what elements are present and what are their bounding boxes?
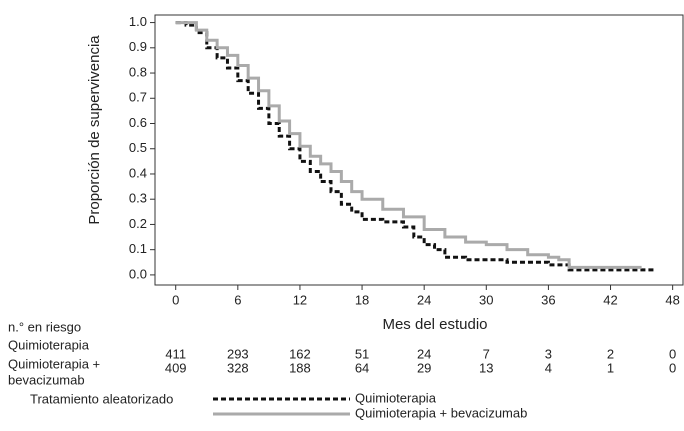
risk-value: 411 <box>165 346 186 361</box>
plot-frame <box>154 14 684 286</box>
risk-value: 0 <box>669 360 676 375</box>
survival-curve <box>175 21 654 273</box>
x-tick-label: 12 <box>293 292 307 307</box>
y-tick-label: 0.8 <box>129 64 147 79</box>
y-tick-label: 0.6 <box>129 115 147 130</box>
risk-value: 162 <box>289 346 311 361</box>
risk-value: 24 <box>417 346 431 361</box>
x-tick-label: 24 <box>417 292 431 307</box>
risk-value: 4 <box>545 360 552 375</box>
y-tick-label: 0.5 <box>129 140 147 155</box>
risk-value: 3 <box>545 346 552 361</box>
risk-value: 293 <box>227 346 249 361</box>
legend-label: Quimioterapia <box>355 390 437 405</box>
y-tick-label: 0.3 <box>129 191 147 206</box>
x-tick-label: 6 <box>234 292 241 307</box>
y-tick-label: 0.0 <box>129 266 147 281</box>
survival-curve <box>175 21 642 269</box>
x-tick-label: 36 <box>541 292 555 307</box>
y-tick-label: 0.1 <box>129 241 147 256</box>
risk-value: 29 <box>417 360 431 375</box>
risk-row-label: Quimioterapia + <box>8 356 100 371</box>
y-tick-label: 0.4 <box>129 165 147 180</box>
risk-value: 51 <box>355 346 369 361</box>
risk-value: 64 <box>355 360 369 375</box>
x-tick-label: 48 <box>665 292 679 307</box>
legend-title: Tratamiento aleatorizado <box>30 391 173 406</box>
x-tick-label: 18 <box>355 292 369 307</box>
risk-value: 2 <box>607 346 614 361</box>
risk-value: 188 <box>289 360 311 375</box>
risk-value: 409 <box>165 360 187 375</box>
x-tick-label: 0 <box>172 292 179 307</box>
x-axis-label: Mes del estudio <box>382 316 487 333</box>
risk-row-label: Quimioterapia <box>8 337 90 352</box>
y-axis-label: Proporción de supervivencia <box>86 35 103 225</box>
x-tick-label: 30 <box>479 292 493 307</box>
risk-value: 328 <box>227 360 249 375</box>
y-tick-label: 0.7 <box>129 90 147 105</box>
x-tick-label: 42 <box>603 292 617 307</box>
legend-label: Quimioterapia + bevacizumab <box>355 405 527 420</box>
risk-row-label: bevacizumab <box>8 372 85 387</box>
risk-value: 13 <box>479 360 493 375</box>
risk-value: 7 <box>483 346 490 361</box>
y-tick-label: 0.2 <box>129 216 147 231</box>
risk-value: 1 <box>607 360 614 375</box>
risk-value: 0 <box>669 346 676 361</box>
risk-title: n.° en riesgo <box>8 319 81 334</box>
y-tick-label: 0.9 <box>129 39 147 54</box>
y-tick-label: 1.0 <box>129 14 147 29</box>
